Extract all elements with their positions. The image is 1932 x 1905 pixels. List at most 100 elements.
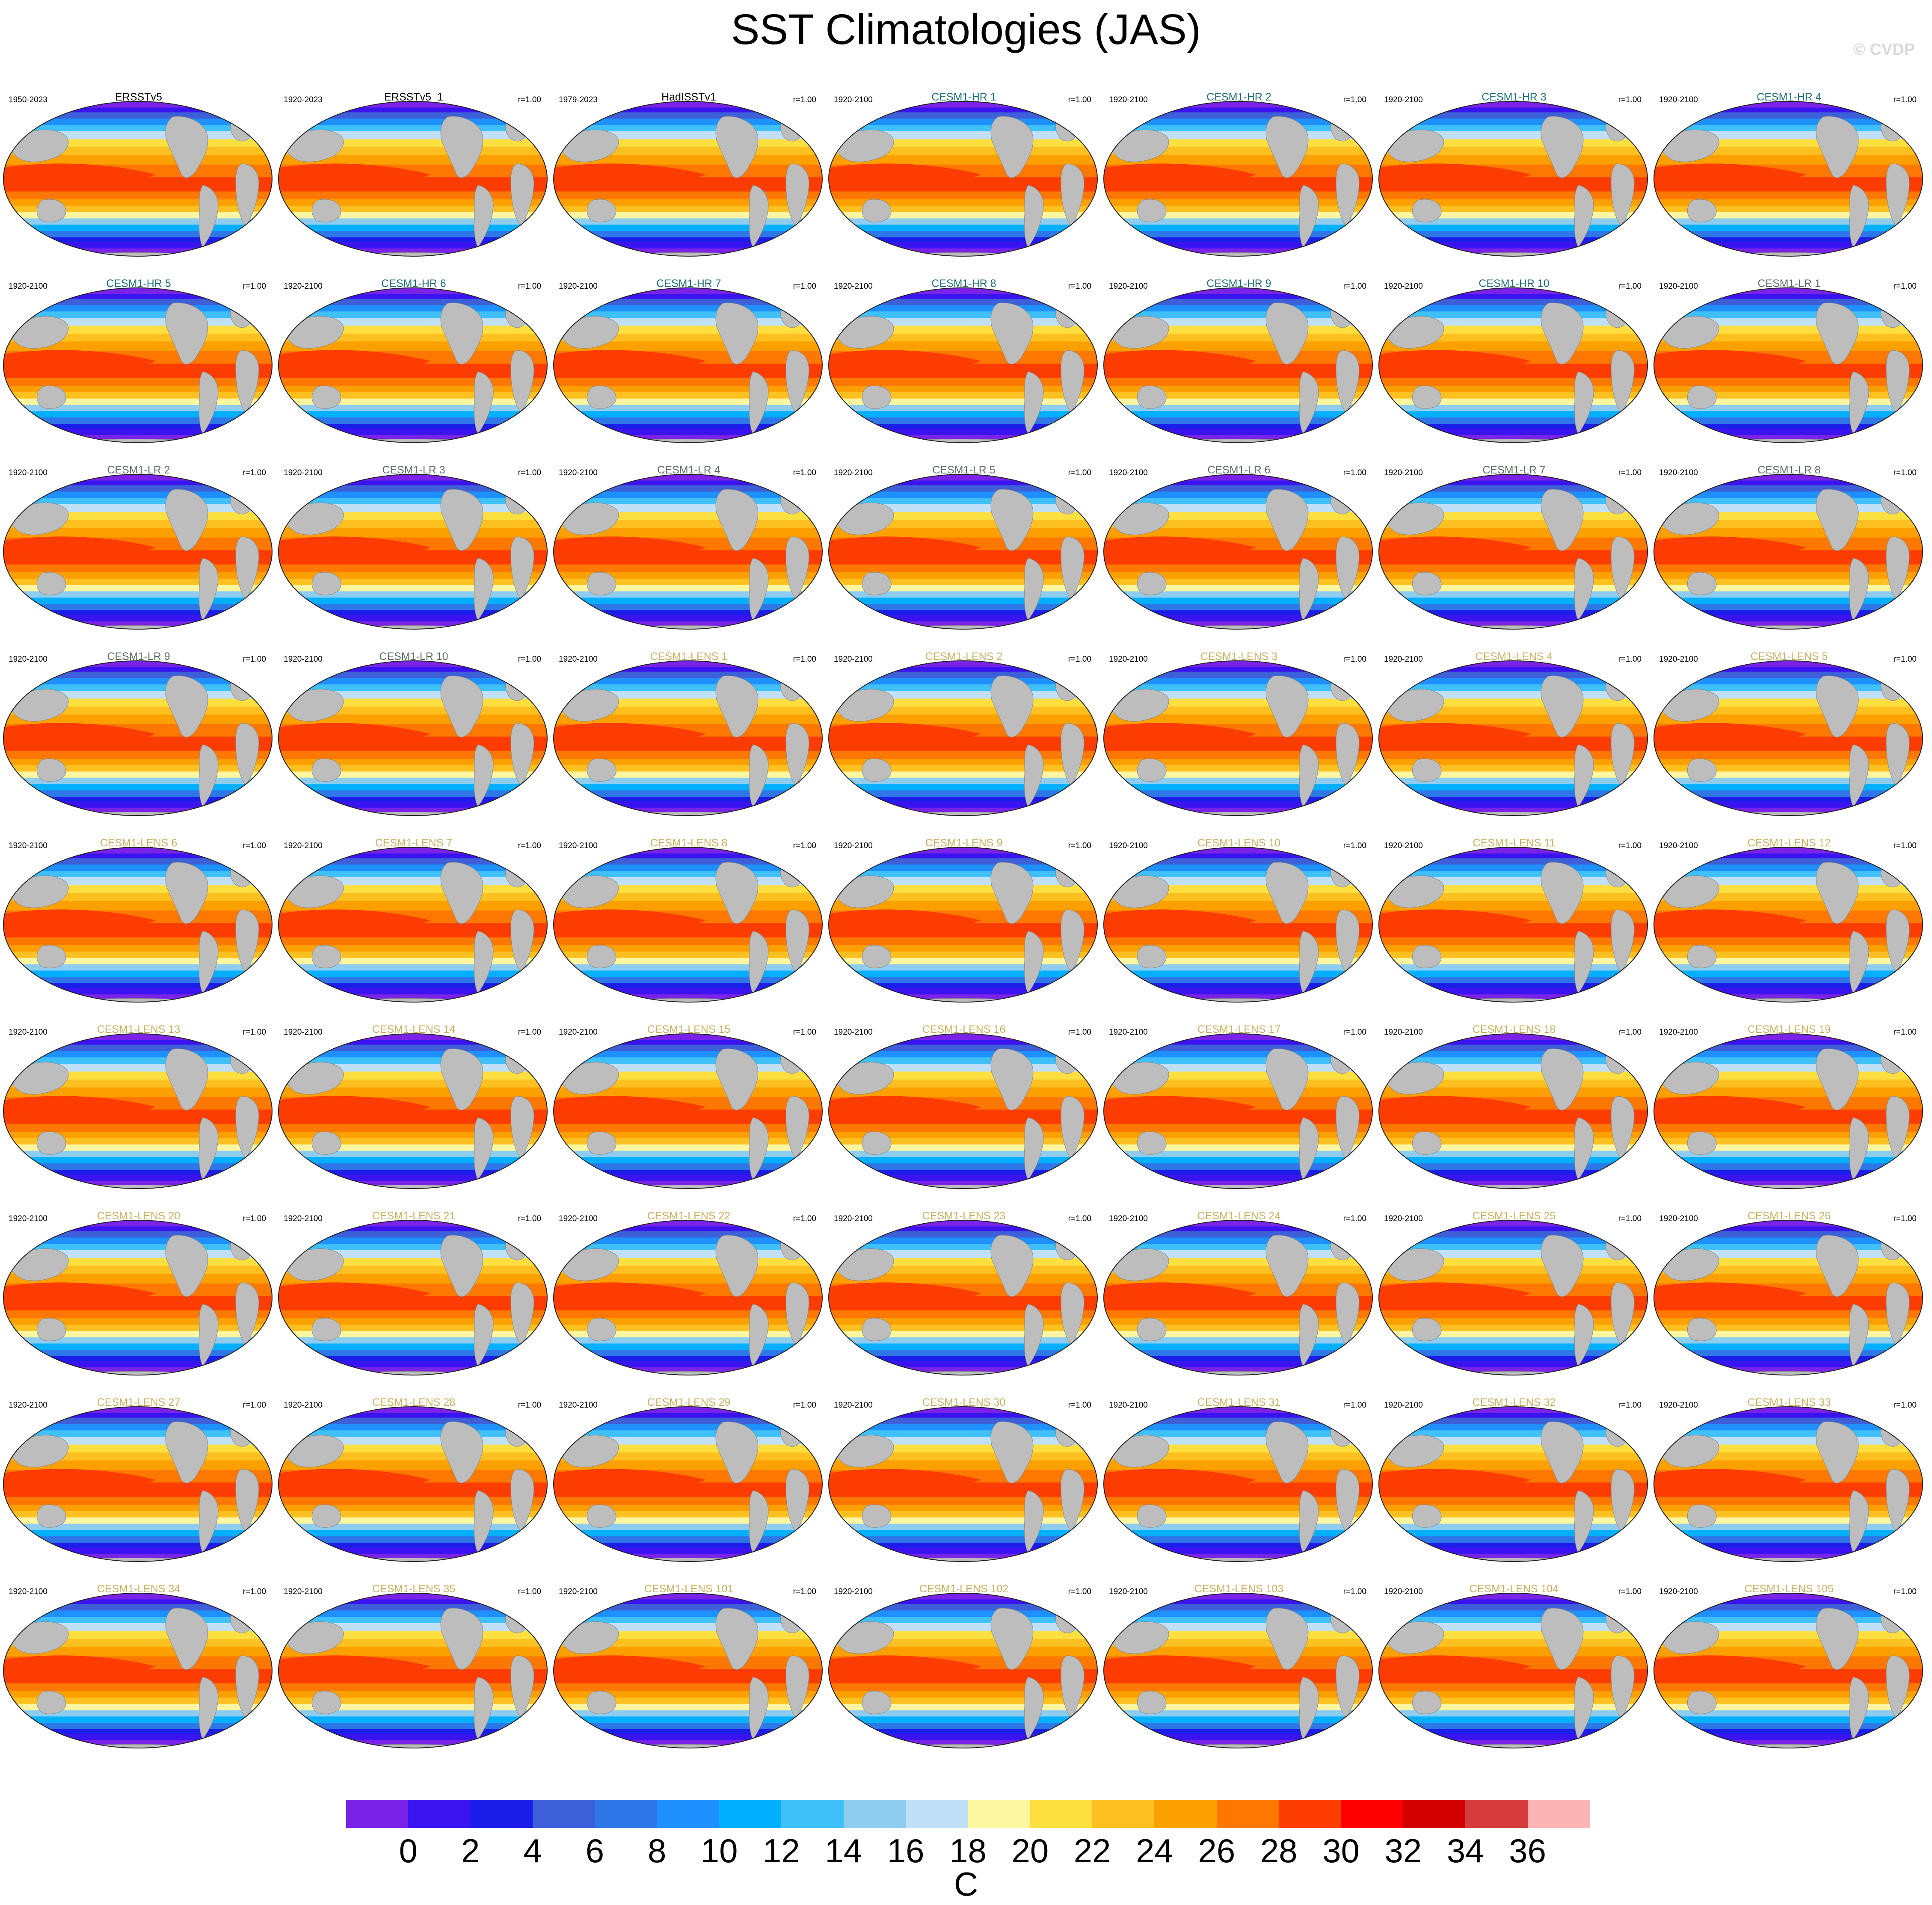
- sst-band: [1104, 1729, 1372, 1734]
- sst-band: [3, 853, 272, 859]
- map-border: [3, 847, 273, 1003]
- sst-band: [829, 847, 1097, 854]
- sst-band: [1104, 1226, 1372, 1232]
- land-mass: [36, 199, 66, 222]
- panel-period: 1920-2100: [284, 655, 323, 664]
- sst-band: [554, 937, 822, 946]
- land-mass: [560, 876, 619, 908]
- panel-correlation: r=1.00: [793, 95, 816, 104]
- panel-correlation: r=1.00: [1893, 655, 1917, 664]
- panel-correlation: r=1.00: [1893, 1401, 1917, 1410]
- sst-band: [3, 1460, 272, 1470]
- map-border: [1103, 660, 1373, 816]
- sst-band: [3, 610, 272, 615]
- sst-band: [3, 225, 272, 232]
- warm-pool: [829, 163, 981, 186]
- panel-correlation: r=1.00: [518, 1587, 541, 1596]
- sst-band: [1104, 305, 1372, 312]
- panel-correlation: r=1.00: [793, 1401, 816, 1410]
- sst-band: [1654, 598, 1923, 605]
- sst-band: [3, 564, 272, 573]
- land-mass: [1412, 1504, 1442, 1528]
- colorbar-tick-label: 6: [585, 1832, 604, 1870]
- sst-band: [1379, 1734, 1648, 1741]
- sst-band: [829, 858, 1097, 865]
- sst-band: [1104, 1683, 1372, 1692]
- sst-band: [1104, 1174, 1372, 1181]
- sst-band: [1654, 485, 1923, 492]
- sst-band: [1654, 1547, 1923, 1554]
- land-mass: [878, 625, 1042, 629]
- sst-band: [554, 305, 822, 312]
- sst-map: [1103, 101, 1373, 257]
- warm-pool: [554, 723, 706, 745]
- warm-pool: [1379, 536, 1531, 559]
- land-mass: [715, 675, 759, 737]
- sst-band: [1654, 1417, 1923, 1425]
- sst-band: [554, 1087, 822, 1097]
- sst-map: [3, 1033, 273, 1189]
- sst-band: [554, 853, 822, 859]
- warm-pool: [3, 723, 156, 745]
- map-border: [553, 101, 823, 257]
- warm-pool: [3, 1096, 156, 1118]
- sst-band: [1654, 858, 1923, 865]
- sst-band: [554, 1536, 822, 1543]
- land-mass: [311, 1504, 341, 1528]
- sst-band: [1654, 1599, 1923, 1605]
- sst-map: [1378, 1406, 1648, 1562]
- sst-band: [829, 661, 1097, 668]
- sst-band: [1379, 1647, 1648, 1657]
- panel-correlation: r=1.00: [243, 655, 266, 664]
- map-border: [1378, 287, 1648, 443]
- map-border: [1378, 1406, 1648, 1562]
- sst-band: [1104, 598, 1372, 605]
- sst-band: [829, 853, 1097, 859]
- map-panel: 1920-2100 CESM1-LENS 19 r=1.00: [1652, 1020, 1926, 1191]
- colorbar-swatch: [1154, 1800, 1217, 1828]
- panel-period: 1920-2100: [9, 1028, 47, 1037]
- sst-band: [1379, 1350, 1648, 1357]
- sst-band: [1104, 988, 1372, 995]
- sst-band: [554, 610, 822, 615]
- sst-band: [279, 1174, 547, 1181]
- land-mass: [1412, 945, 1442, 968]
- sst-band: [1654, 1407, 1923, 1414]
- colorbar-swatch: [595, 1800, 657, 1828]
- sst-band: [1654, 474, 1923, 481]
- land-mass: [1687, 1691, 1717, 1714]
- sst-band: [3, 667, 272, 672]
- colorbar-swatch: [968, 1800, 1030, 1828]
- sst-band: [829, 751, 1097, 760]
- sst-band: [554, 1174, 822, 1181]
- sst-band: [829, 1226, 1097, 1232]
- sst-band: [1379, 790, 1648, 797]
- sst-band: [3, 1647, 272, 1657]
- sst-band: [1654, 288, 1923, 295]
- sst-band: [3, 474, 272, 481]
- warm-pool: [1104, 350, 1256, 373]
- panel-correlation: r=1.00: [518, 1214, 541, 1223]
- sst-band: [1104, 671, 1372, 679]
- land-mass: [328, 439, 492, 443]
- sst-band: [1379, 1044, 1648, 1052]
- colorbar-swatch: [843, 1800, 906, 1828]
- land-mass: [328, 1185, 492, 1189]
- sst-band: [829, 901, 1097, 911]
- map-border: [1103, 1033, 1373, 1189]
- land-mass: [1660, 1621, 1719, 1654]
- map-panel: 1920-2100 CESM1-LENS 25 r=1.00: [1377, 1207, 1651, 1378]
- land-mass: [1137, 199, 1167, 222]
- land-mass: [1153, 1371, 1317, 1375]
- sst-band: [1654, 1497, 1923, 1506]
- sst-band: [1379, 988, 1648, 995]
- sst-map: [1653, 1593, 1923, 1748]
- map-panel: 1920-2100 CESM1-LENS 103 r=1.00: [1102, 1580, 1376, 1751]
- panel-period: 1920-2100: [834, 1214, 873, 1223]
- land-mass: [284, 1248, 344, 1281]
- land-mass: [560, 1248, 619, 1281]
- sst-band: [1654, 667, 1923, 672]
- sst-band: [279, 1350, 547, 1357]
- sst-band: [3, 1417, 272, 1425]
- sst-band: [279, 294, 547, 299]
